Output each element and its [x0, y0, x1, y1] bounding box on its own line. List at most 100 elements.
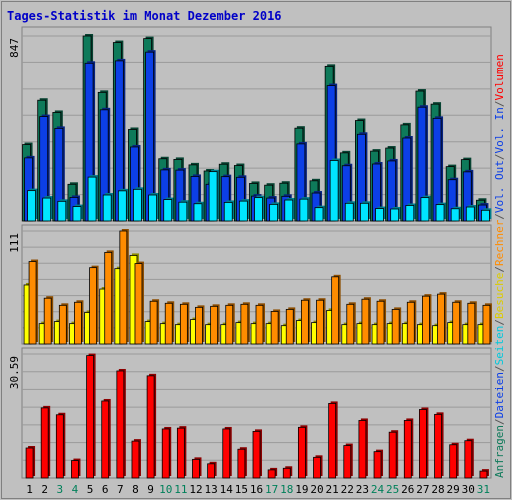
bar-seiten-day-31: [481, 209, 490, 222]
bar-seiten-day-2: [42, 197, 52, 222]
bar-volumen-day-4: [71, 460, 79, 479]
bar-volumen-day-18: [282, 467, 291, 479]
bar-rechner-day-15: [240, 303, 249, 345]
bar-volumen-day-12: [192, 458, 200, 479]
day-label: 21: [326, 483, 339, 496]
day-label: 18: [280, 483, 293, 496]
bar-volumen-day-26: [403, 420, 412, 479]
bar-volumen-day-27: [419, 409, 427, 479]
legend-right: Anfragen/Dateien/Seiten/Besuche/Rechner/…: [493, 54, 506, 478]
bar-seiten-day-28: [435, 204, 445, 222]
bar-volumen-day-7: [116, 370, 125, 479]
bar-seiten-day-3: [57, 200, 67, 222]
day-label: 4: [72, 483, 79, 496]
bar-rechner-day-27: [422, 295, 430, 345]
chart-title: Tages-Statistik im Monat Dezember 2016: [7, 9, 282, 23]
bar-volumen-day-14: [222, 428, 231, 479]
bar-rechner-day-20: [316, 299, 324, 345]
bar-rechner-day-18: [285, 308, 294, 345]
legend-entry: /: [493, 365, 506, 372]
legend-entry: Dateien: [493, 372, 506, 418]
bar-rechner-day-25: [391, 308, 400, 345]
legend-entry: Besuche: [493, 273, 506, 319]
bar-seiten-day-15: [238, 200, 248, 222]
bar-rechner-day-17: [270, 311, 279, 345]
day-label: 31: [477, 483, 490, 496]
bar-seiten-day-22: [344, 202, 354, 222]
bar-volumen-day-2: [40, 407, 49, 479]
bar-seiten-day-1: [27, 190, 36, 222]
bar-seiten-day-19: [299, 198, 309, 222]
day-label: 9: [147, 483, 154, 496]
bar-rechner-day-4: [74, 301, 82, 345]
bar-volumen-day-29: [449, 444, 458, 479]
bar-seiten-day-8: [133, 188, 142, 222]
day-label: 26: [401, 483, 414, 496]
bar-rechner-day-14: [225, 304, 234, 345]
day-label: 5: [87, 483, 94, 496]
bar-rechner-day-21: [331, 276, 340, 345]
bar-rechner-day-26: [406, 301, 415, 345]
bar-volumen-day-5: [86, 355, 94, 479]
day-label: 20: [310, 483, 323, 496]
bar-seiten-day-16: [254, 197, 263, 222]
day-label: 6: [102, 483, 109, 496]
day-label: 17: [265, 483, 278, 496]
bar-volumen-day-16: [252, 430, 261, 479]
bar-volumen-day-3: [55, 414, 64, 479]
day-label: 14: [220, 483, 234, 496]
bar-seiten-day-23: [360, 202, 369, 222]
bar-volumen-day-24: [373, 451, 382, 479]
bar-volumen-day-19: [297, 426, 306, 479]
legend-entry: /: [493, 266, 506, 273]
bar-volumen-day-30: [464, 440, 473, 479]
bar-volumen-day-22: [343, 445, 352, 479]
day-label: 13: [204, 483, 217, 496]
bar-seiten-day-18: [284, 199, 294, 222]
day-label: 30: [462, 483, 475, 496]
bar-rechner-day-10: [164, 302, 173, 345]
scale-label-mid: 111: [8, 233, 21, 253]
bar-volumen-day-9: [146, 375, 155, 479]
day-label: 16: [250, 483, 263, 496]
bar-seiten-day-10: [163, 199, 173, 222]
day-label: 2: [41, 483, 48, 496]
bar-volumen-day-1: [25, 447, 34, 479]
bar-volumen-day-31: [479, 470, 488, 479]
bar-volumen-day-25: [388, 431, 397, 479]
bar-rechner-day-1: [28, 261, 37, 345]
bar-rechner-day-13: [210, 305, 219, 345]
bar-rechner-day-2: [43, 297, 52, 345]
day-label: 15: [235, 483, 248, 496]
bar-seiten-day-29: [450, 208, 460, 222]
bar-seiten-day-21: [329, 160, 339, 222]
bar-rechner-day-7: [119, 230, 128, 345]
bar-rechner-day-8: [134, 263, 143, 345]
bar-seiten-day-17: [269, 204, 279, 222]
bar-seiten-day-27: [420, 197, 430, 222]
legend-entry: Seiten: [493, 326, 506, 366]
day-label: 12: [189, 483, 202, 496]
bar-volumen-day-8: [131, 440, 140, 479]
bar-volumen-day-10: [161, 428, 170, 479]
bar-seiten-day-13: [208, 171, 218, 222]
legend-entry: /: [493, 213, 506, 220]
legend-entry: Volumen: [493, 54, 506, 100]
bar-volumen-day-23: [358, 420, 367, 479]
scale-label-bot: 30.59: [8, 356, 21, 389]
bar-volumen-day-20: [313, 456, 321, 479]
bar-rechner-day-3: [58, 304, 67, 345]
bar-seiten-day-14: [223, 202, 233, 222]
legend-entry: /: [493, 153, 506, 160]
day-label: 19: [295, 483, 308, 496]
bar-volumen-day-15: [237, 448, 246, 479]
bar-rechner-day-28: [437, 293, 445, 345]
day-label: 11: [174, 483, 187, 496]
day-label: 25: [386, 483, 399, 496]
bar-rechner-day-5: [89, 267, 97, 345]
bar-seiten-day-11: [178, 201, 188, 222]
day-label: 29: [447, 483, 460, 496]
bar-volumen-day-17: [267, 469, 276, 479]
bar-rechner-day-29: [452, 301, 461, 345]
